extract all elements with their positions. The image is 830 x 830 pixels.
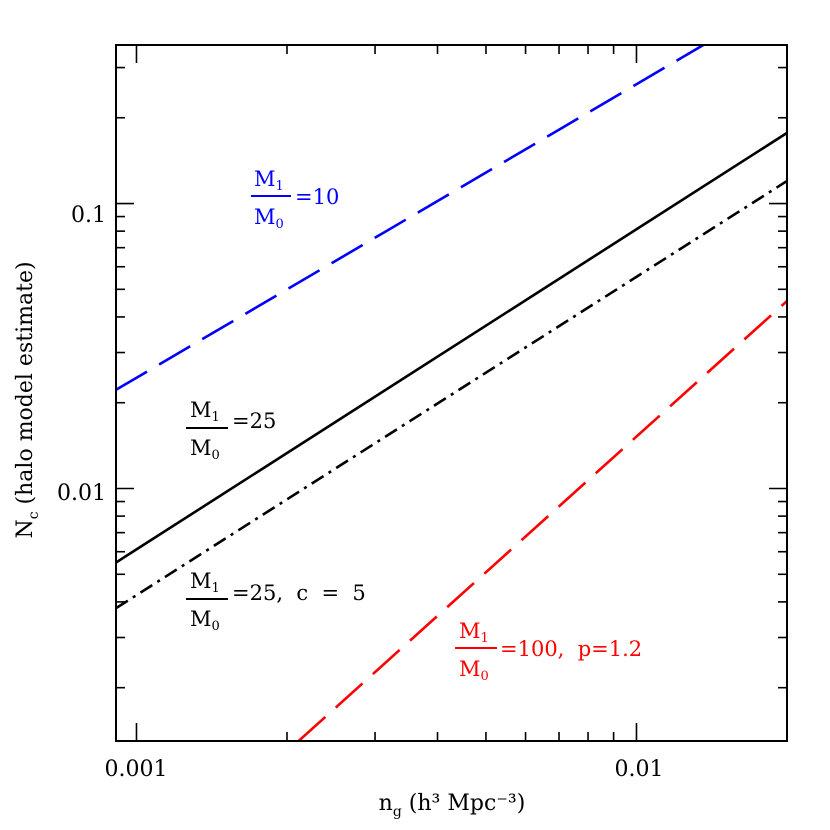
annotation-3-denominator: M0 bbox=[459, 657, 489, 684]
annotation-0-denominator: M0 bbox=[254, 205, 284, 232]
annotation-0-numerator: M1 bbox=[254, 167, 284, 194]
x-axis-label-main: n bbox=[379, 791, 393, 816]
x-tick-label-0.01: 0.01 bbox=[615, 757, 664, 782]
ticks-layer bbox=[116, 45, 788, 741]
annotation-1-value: =25 bbox=[232, 409, 276, 433]
series-layer bbox=[116, 45, 787, 741]
annotation-2-numerator: M1 bbox=[190, 569, 220, 596]
annotation-1-numerator: M1 bbox=[190, 398, 220, 425]
y-axis-label-sub: c bbox=[26, 511, 42, 519]
annotation-red-dashed: M1 M0 =100, p=1.2 bbox=[455, 619, 642, 684]
annotation-3-value: =100, p=1.2 bbox=[500, 637, 642, 661]
annotation-1-denominator: M0 bbox=[190, 436, 220, 463]
annotation-black-solid: M1 M0 =25 bbox=[186, 398, 276, 463]
annotation-black-dashdot: M1 M0 =25, c = 5 bbox=[186, 569, 366, 634]
y-axis-label: Nc (halo model estimate) bbox=[13, 261, 42, 538]
y-tick-label-0.01: 0.01 bbox=[57, 481, 106, 506]
annotation-2-denominator: M0 bbox=[190, 607, 220, 634]
series-line-1-solid bbox=[116, 131, 787, 564]
series-line-2-dashdot bbox=[116, 179, 787, 610]
x-axis-label-rest: (h³ Mpc⁻³) bbox=[402, 791, 526, 816]
y-axis-label-rest: (halo model estimate) bbox=[13, 261, 38, 511]
x-axis-label-sub: g bbox=[393, 804, 402, 820]
y-tick-label-0.1: 0.1 bbox=[71, 203, 106, 228]
series-line-0-dashed bbox=[116, 45, 704, 391]
annotation-2-value: =25, c = 5 bbox=[232, 581, 366, 605]
annotation-3-numerator: M1 bbox=[459, 619, 489, 646]
y-axis-label-main: N bbox=[13, 519, 38, 538]
annotation-0-value: =10 bbox=[295, 185, 339, 209]
plot-frame bbox=[115, 44, 788, 742]
x-axis-label: ng (h³ Mpc⁻³) bbox=[379, 791, 526, 820]
x-tick-label-0.001: 0.001 bbox=[105, 757, 168, 782]
annotation-blue-dashed: M1 M0 =10 bbox=[251, 167, 339, 232]
series-line-3-dashed bbox=[297, 300, 787, 741]
